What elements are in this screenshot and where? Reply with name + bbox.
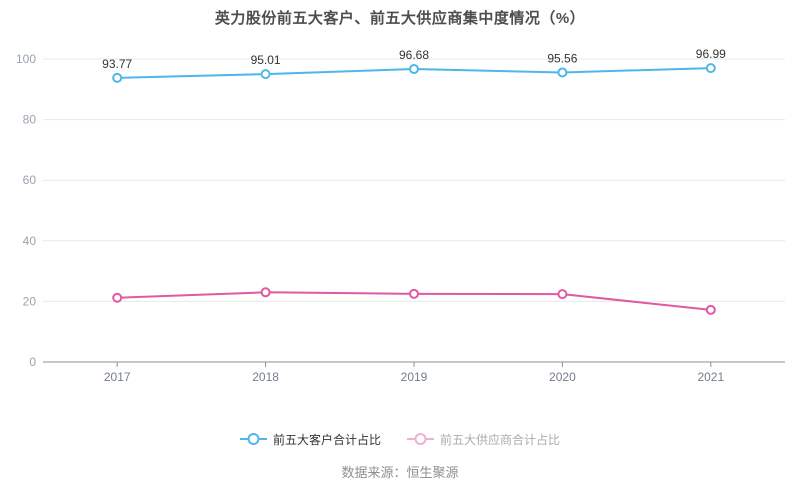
chart-title: 英力股份前五大客户、前五大供应商集中度情况（%） [214,10,586,27]
line-series-marker-icon [407,433,434,445]
legend-label-customers: 前五大客户合计占比 [272,432,381,447]
data-point[interactable] [557,289,568,300]
data-point-label: 95.56 [547,51,577,65]
line-chart: 0 20 40 60 80 100 2017 2018 2019 2020 2021 93.77 95.… [16,47,785,384]
legend-item-customers[interactable]: 前五大客户合计占比 [239,431,381,448]
data-point[interactable] [112,292,123,303]
legend: 前五大客户合计占比 前五大供应商合计占比 [0,429,800,449]
y-axis-tick-label: 20 [23,294,37,308]
legend-item-suppliers[interactable]: 前五大供应商合计占比 [407,431,560,448]
data-point[interactable] [409,288,419,299]
data-source: 数据来源：恒生聚源 [341,465,459,480]
x-axis-tick-label: 2017 [104,370,131,384]
y-axis-tick-label: 40 [23,234,37,248]
data-point[interactable] [557,67,568,78]
data-point[interactable] [705,304,716,315]
x-axis-tick-label: 2018 [252,370,279,384]
line-series-marker-icon [239,433,267,445]
legend-marker-circle [414,433,427,445]
data-point-label: 96.68 [399,48,429,62]
y-axis-tick-label: 80 [23,113,37,127]
data-point-label: 96.99 [696,47,726,61]
legend-label-suppliers: 前五大供应商合计占比 [440,432,561,447]
x-axis-tick-label: 2021 [697,370,724,384]
x-axis-tick-label: 2019 [401,370,428,384]
data-point[interactable] [112,72,123,83]
y-axis-tick-label: 60 [23,173,37,187]
y-axis-tick-label: 100 [16,52,36,66]
data-point-label: 93.77 [102,57,132,71]
data-point-label: 95.01 [251,53,281,67]
x-axis-tick-label: 2020 [549,370,576,384]
y-axis-tick-label: 0 [29,355,36,369]
data-point[interactable] [705,63,716,74]
data-point[interactable] [260,69,271,80]
data-point[interactable] [260,287,271,298]
data-point[interactable] [409,64,419,75]
legend-marker-circle [247,433,260,445]
